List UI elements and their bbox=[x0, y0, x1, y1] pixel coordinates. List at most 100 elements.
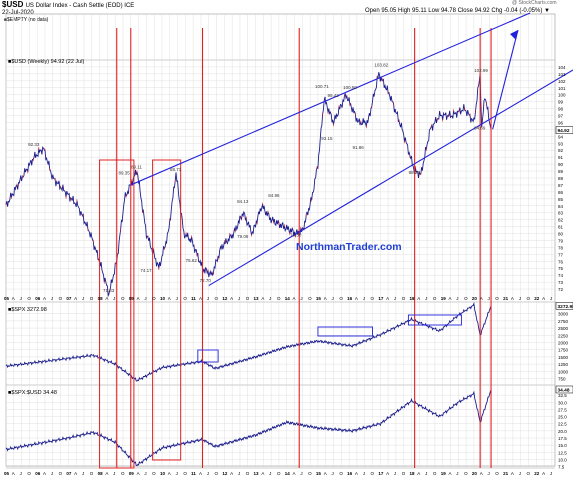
x-tick-label: J bbox=[176, 471, 178, 476]
x-tick-label: J bbox=[332, 296, 334, 301]
y-tick-label: 86 bbox=[558, 190, 564, 195]
last-value-box bbox=[555, 302, 573, 310]
x-tick-label: A bbox=[43, 471, 46, 476]
x-tick-label: O bbox=[27, 471, 31, 476]
y-tick-label: 97 bbox=[558, 114, 564, 119]
y-tick-label: 83 bbox=[558, 211, 564, 216]
x-tick-label: J bbox=[487, 296, 489, 301]
x-tick-label: A bbox=[43, 296, 46, 301]
x-tick-label: 06 bbox=[35, 296, 41, 301]
y-tick-label: 104 bbox=[558, 65, 566, 70]
x-tick-label: O bbox=[152, 296, 156, 301]
x-tick-label: 11 bbox=[191, 296, 196, 301]
x-tick-label: 14 bbox=[285, 296, 291, 301]
y-tick-label: 12.5 bbox=[558, 450, 567, 455]
x-tick-label: J bbox=[207, 296, 209, 301]
y-tick-label: 22.5 bbox=[558, 422, 567, 427]
spx-series-line bbox=[5, 301, 492, 382]
y-tick-label: 20.0 bbox=[558, 429, 567, 434]
x-tick-label: A bbox=[12, 471, 15, 476]
x-tick-label: O bbox=[215, 296, 219, 301]
y-tick-label: 32.5 bbox=[558, 393, 567, 398]
x-tick-label: J bbox=[51, 296, 53, 301]
y-tick-label: 98 bbox=[558, 107, 564, 112]
x-tick-label: J bbox=[550, 296, 552, 301]
x-tick-label: 15 bbox=[316, 296, 322, 301]
x-tick-label: A bbox=[511, 471, 514, 476]
x-tick-label: J bbox=[456, 296, 458, 301]
x-tick-label: J bbox=[363, 471, 365, 476]
x-tick-label: 10 bbox=[160, 471, 166, 476]
y-tick-label: 103 bbox=[558, 72, 566, 77]
x-tick-label: J bbox=[82, 296, 84, 301]
y-tick-label: 89 bbox=[558, 169, 564, 174]
y-tick-label: 81 bbox=[558, 225, 564, 230]
x-tick-label: O bbox=[371, 471, 375, 476]
y-tick-label: 99 bbox=[558, 100, 564, 105]
x-tick-label: O bbox=[339, 471, 343, 476]
usd-data-label: 100.50 bbox=[343, 85, 357, 90]
usd-data-label: 75.62 bbox=[186, 258, 198, 263]
x-tick-label: 19 bbox=[441, 471, 447, 476]
y-tick-label: 2500 bbox=[558, 326, 569, 331]
x-tick-label: A bbox=[542, 471, 545, 476]
usd-data-label: 89.11 bbox=[131, 164, 142, 169]
x-tick-label: A bbox=[355, 296, 358, 301]
y-tick-label: 101 bbox=[558, 86, 566, 91]
usd-data-label: 94.69 bbox=[474, 125, 486, 130]
usd-data-label: 88.25 bbox=[409, 170, 421, 175]
x-tick-label: 20 bbox=[472, 296, 478, 301]
y-tick-label: 84 bbox=[558, 204, 564, 209]
y-tick-label: 10.0 bbox=[558, 457, 567, 462]
x-tick-label: A bbox=[199, 296, 202, 301]
x-tick-label: J bbox=[20, 471, 22, 476]
x-tick-label: O bbox=[526, 471, 530, 476]
y-tick-label: 93 bbox=[558, 141, 564, 146]
usd-data-label: 72.70 bbox=[200, 278, 212, 283]
y-tick-label: 94 bbox=[558, 134, 564, 139]
x-tick-label: 12 bbox=[222, 296, 228, 301]
x-tick-label: O bbox=[308, 296, 312, 301]
blue-highlight-box bbox=[317, 326, 373, 337]
x-tick-label: A bbox=[449, 296, 452, 301]
red-highlight-box bbox=[152, 159, 182, 461]
x-tick-label: O bbox=[464, 296, 468, 301]
x-tick-label: O bbox=[371, 296, 375, 301]
x-tick-label: A bbox=[137, 296, 140, 301]
y-tick-label: 17.5 bbox=[558, 436, 567, 441]
y-tick-label: 30.0 bbox=[558, 400, 567, 405]
x-tick-label: 21 bbox=[503, 296, 509, 301]
x-tick-label: O bbox=[90, 471, 94, 476]
x-tick-label: 16 bbox=[347, 296, 353, 301]
x-tick-label: J bbox=[425, 471, 427, 476]
x-tick-label: J bbox=[207, 471, 209, 476]
x-tick-label: J bbox=[487, 471, 489, 476]
x-tick-label: O bbox=[246, 471, 250, 476]
header-title: $USD US Dollar Index - Cash Settle (EOD)… bbox=[2, 0, 134, 9]
y-tick-label: 750 bbox=[558, 377, 566, 382]
y-tick-label: 27.5 bbox=[558, 407, 567, 412]
usd-data-label: 84.96 bbox=[268, 193, 280, 198]
x-tick-label: O bbox=[183, 471, 187, 476]
x-tick-label: O bbox=[90, 296, 94, 301]
x-tick-label: 20 bbox=[472, 471, 478, 476]
spx_usd-series-line bbox=[5, 389, 492, 467]
y-tick-label: 73 bbox=[558, 280, 564, 285]
y-tick-label: 82 bbox=[558, 218, 564, 223]
x-tick-label: A bbox=[105, 296, 108, 301]
panel-label: ■$SPX 3272.98 bbox=[8, 307, 47, 313]
x-tick-label: A bbox=[230, 471, 233, 476]
y-tick-label: 80 bbox=[558, 232, 564, 237]
x-tick-label: A bbox=[324, 296, 327, 301]
x-tick-label: A bbox=[293, 296, 296, 301]
x-tick-label: O bbox=[59, 296, 63, 301]
x-tick-label: A bbox=[480, 471, 483, 476]
empty-label: ■$EMPTY (no data) bbox=[4, 17, 49, 23]
y-tick-label: 1750 bbox=[558, 348, 569, 353]
x-tick-label: J bbox=[519, 296, 521, 301]
x-tick-label: A bbox=[324, 471, 327, 476]
y-tick-label: 1250 bbox=[558, 362, 569, 367]
x-tick-label: O bbox=[495, 471, 499, 476]
panel-label: ■$SPX:$USD 34.48 bbox=[8, 390, 57, 396]
